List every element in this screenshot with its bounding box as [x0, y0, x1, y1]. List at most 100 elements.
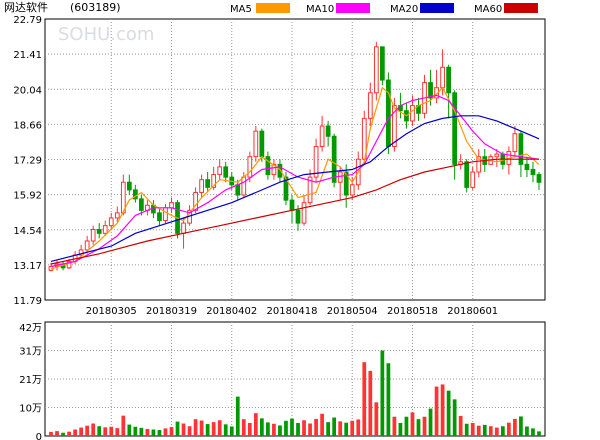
volume-bar [464, 423, 469, 436]
candle-body [223, 166, 229, 178]
volume-bar [296, 422, 300, 436]
volume-bar [314, 418, 318, 436]
volume-bar [410, 412, 415, 436]
volume-bar [386, 363, 391, 436]
legend-label: MA60 [474, 4, 502, 15]
candle-body [102, 225, 108, 234]
volume-bar [422, 416, 427, 436]
candle-body [114, 212, 120, 219]
candle-body [90, 228, 96, 242]
volume-bar [320, 413, 324, 436]
candle-body [205, 179, 211, 188]
volume-bar [488, 426, 493, 436]
volume-bar [85, 425, 90, 436]
volume-bar [440, 384, 445, 436]
legend-label: MA20 [390, 4, 418, 15]
volume-bar [103, 427, 108, 436]
volume-tick-label: 10万 [19, 404, 42, 415]
price-tick-label: 14.54 [13, 226, 42, 237]
ma-line-ma60 [50, 158, 539, 265]
volume-bar [175, 421, 180, 436]
candle-body [132, 189, 138, 200]
candle-body [392, 105, 397, 147]
candle-body [373, 46, 379, 94]
volume-bar [398, 422, 403, 436]
candle-body [265, 156, 271, 176]
ma-line-ma20 [50, 115, 540, 262]
candle-body [319, 125, 325, 147]
candle-body [428, 82, 433, 99]
price-tick-label: 22.79 [13, 15, 42, 26]
candle-body [494, 153, 500, 158]
volume-bar [79, 427, 84, 436]
candle-body [379, 46, 385, 81]
volume-bar [482, 424, 487, 436]
candle-body [295, 209, 301, 224]
volume-bar [73, 429, 77, 436]
candle-body [470, 171, 476, 188]
candle-body [247, 156, 253, 178]
date-label: 20180504 [327, 306, 378, 317]
candle-body [313, 145, 319, 178]
volume-bar [235, 396, 240, 436]
volume-bar [139, 427, 144, 436]
candle-body [181, 222, 186, 234]
volume-bar [506, 422, 511, 436]
candle-body [536, 174, 542, 183]
candle-body [163, 207, 168, 222]
volume-bar [362, 362, 367, 436]
volume-bar [91, 423, 96, 436]
volume-bar [458, 415, 463, 436]
price-axis-ticks: 22.79 21.41 20.04 18.66 17.29 15.92 14.54 13.17… [13, 15, 42, 307]
volume-bar [278, 425, 282, 436]
volume-bar [97, 426, 102, 436]
candle-body [120, 181, 126, 214]
volume-bar [211, 422, 216, 436]
volume-bar [434, 386, 439, 436]
volume-bar [392, 416, 397, 436]
candle-body [410, 105, 415, 122]
volume-bar [169, 427, 174, 436]
candle-body [259, 130, 265, 158]
price-tick-label: 18.66 [13, 120, 42, 131]
candle-body [325, 125, 331, 137]
volume-bar [205, 424, 210, 436]
price-tick-label: 13.17 [13, 261, 42, 272]
candle-body [211, 174, 217, 188]
volume-axis-ticks: 42万 31万 21万 10万 0 [19, 323, 42, 440]
candle-body [343, 171, 349, 196]
volume-tick-label: 21万 [19, 375, 42, 386]
volume-bar [241, 419, 246, 436]
volume-bar [374, 402, 379, 436]
price-tick-label: 17.29 [13, 156, 42, 167]
price-tick-label: 20.04 [13, 85, 42, 96]
volume-bar [338, 421, 343, 436]
candle-body [169, 202, 174, 209]
legend-swatch [256, 3, 290, 13]
volume-bar [187, 426, 192, 436]
volume-bar [332, 417, 337, 436]
candle-body [199, 179, 204, 193]
candle-body [440, 66, 445, 89]
volume-tick-label: 42万 [19, 323, 42, 334]
candle-body [139, 198, 144, 211]
candle-body [193, 191, 198, 211]
volume-bar [266, 422, 270, 436]
volume-bar [470, 422, 475, 436]
volume-bar [290, 418, 294, 436]
volume-bar [115, 428, 120, 436]
panel-frames [44, 18, 546, 437]
volume-bar [302, 420, 306, 436]
volume-bar [350, 420, 355, 436]
volume-bar [247, 422, 252, 436]
date-label: 20180601 [447, 306, 498, 317]
date-label: 20180319 [146, 306, 197, 317]
date-label: 20180402 [206, 306, 257, 317]
volume-bar [513, 418, 517, 436]
candle-body [66, 260, 72, 269]
watermark: SOHU.com [58, 24, 154, 45]
candle-body [289, 199, 295, 211]
volume-bar [193, 419, 198, 436]
volume-bar [326, 422, 331, 436]
candle-body [157, 212, 162, 222]
